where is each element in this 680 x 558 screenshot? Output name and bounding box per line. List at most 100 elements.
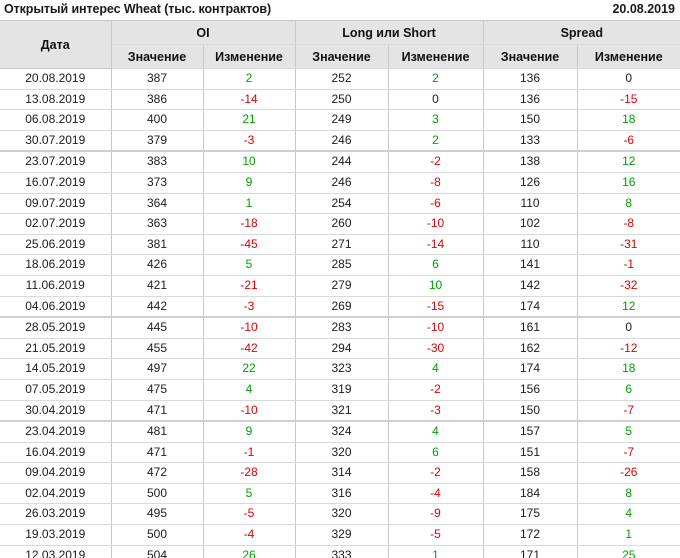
table-row[interactable]: 04.06.2019 442 -3 269 -15 174 12 (0, 296, 680, 319)
cell-oi-change: -3 (203, 130, 296, 153)
table-row[interactable]: 21.05.2019 455 -42 294 -30 162 -12 (0, 338, 680, 360)
table-row[interactable]: 14.05.2019 497 22 323 4 174 18 (0, 358, 680, 380)
column-header-oi-change[interactable]: Изменение (203, 44, 296, 69)
table-row[interactable]: 16.04.2019 471 -1 320 6 151 -7 (0, 442, 680, 464)
report-date: 20.08.2019 (612, 2, 675, 16)
cell-spread-value: 184 (483, 483, 578, 505)
cell-oi-value: 442 (111, 296, 204, 319)
cell-oi-change: -10 (203, 317, 296, 339)
cell-spread-change: 8 (577, 483, 680, 505)
cell-spread-change: 4 (577, 503, 680, 526)
cell-oi-change: -1 (203, 442, 296, 464)
cell-ls-change: 3 (388, 109, 484, 131)
cell-ls-change: -15 (388, 296, 484, 319)
cell-spread-value: 110 (483, 193, 578, 215)
column-header-spread-change[interactable]: Изменение (577, 44, 680, 69)
column-group-oi[interactable]: OI (111, 20, 296, 45)
cell-ls-change: -2 (388, 151, 484, 173)
cell-spread-value: 158 (483, 462, 578, 484)
cell-spread-change: 0 (577, 68, 680, 90)
table-row[interactable]: 02.07.2019 363 -18 260 -10 102 -8 (0, 213, 680, 235)
cell-spread-change: 25 (577, 545, 680, 558)
table-row[interactable]: 20.08.2019 387 2 252 2 136 0 (0, 68, 680, 90)
table-row[interactable]: 28.05.2019 445 -10 283 -10 161 0 (0, 317, 680, 339)
cell-oi-value: 504 (111, 545, 204, 558)
column-header-date[interactable]: Дата (0, 20, 112, 69)
table-row[interactable]: 25.06.2019 381 -45 271 -14 110 -31 (0, 234, 680, 256)
cell-ls-change: -4 (388, 483, 484, 505)
cell-oi-value: 445 (111, 317, 204, 339)
column-header-ls-value[interactable]: Значение (295, 44, 389, 69)
cell-spread-value: 141 (483, 254, 578, 276)
cell-ls-value: 316 (295, 483, 389, 505)
cell-date: 16.07.2019 (0, 172, 112, 194)
cell-date: 30.04.2019 (0, 400, 112, 423)
cell-oi-value: 471 (111, 400, 204, 423)
cell-oi-change: 22 (203, 358, 296, 380)
table-row[interactable]: 07.05.2019 475 4 319 -2 156 6 (0, 379, 680, 401)
cell-ls-change: 4 (388, 358, 484, 380)
column-group-spread[interactable]: Spread (483, 20, 680, 45)
table-row[interactable]: 23.04.2019 481 9 324 4 157 5 (0, 421, 680, 443)
table-row[interactable]: 30.04.2019 471 -10 321 -3 150 -7 (0, 400, 680, 423)
table-row[interactable]: 13.08.2019 386 -14 250 0 136 -15 (0, 89, 680, 111)
column-header-ls-change[interactable]: Изменение (388, 44, 484, 69)
cell-ls-change: -6 (388, 193, 484, 215)
column-header-spread-value[interactable]: Значение (483, 44, 578, 69)
table-row[interactable]: 16.07.2019 373 9 246 -8 126 16 (0, 172, 680, 194)
cell-spread-change: 1 (577, 524, 680, 546)
table-row[interactable]: 09.07.2019 364 1 254 -6 110 8 (0, 193, 680, 215)
column-group-long-or-short[interactable]: Long или Short (295, 20, 484, 45)
cell-date: 02.04.2019 (0, 483, 112, 505)
table-row[interactable]: 19.03.2019 500 -4 329 -5 172 1 (0, 524, 680, 546)
page-title: Открытый интерес Wheat (тыс. контрактов) (4, 2, 272, 16)
cell-spread-change: 18 (577, 109, 680, 131)
cell-date: 30.07.2019 (0, 130, 112, 153)
cell-date: 04.06.2019 (0, 296, 112, 319)
cell-spread-change: 12 (577, 296, 680, 319)
cell-oi-value: 381 (111, 234, 204, 256)
cell-oi-value: 471 (111, 442, 204, 464)
table-row[interactable]: 02.04.2019 500 5 316 -4 184 8 (0, 483, 680, 505)
cell-date: 06.08.2019 (0, 109, 112, 131)
cell-ls-value: 269 (295, 296, 389, 319)
column-header-oi-value[interactable]: Значение (111, 44, 204, 69)
cell-ls-value: 285 (295, 254, 389, 276)
cell-oi-value: 426 (111, 254, 204, 276)
cell-spread-value: 151 (483, 442, 578, 464)
table-row[interactable]: 18.06.2019 426 5 285 6 141 -1 (0, 254, 680, 276)
cell-spread-change: -7 (577, 442, 680, 464)
cell-oi-value: 386 (111, 89, 204, 111)
cell-ls-value: 283 (295, 317, 389, 339)
cell-oi-value: 364 (111, 193, 204, 215)
table-row[interactable]: 12.03.2019 504 26 333 1 171 25 (0, 545, 680, 558)
cell-spread-value: 136 (483, 89, 578, 111)
table-row[interactable]: 06.08.2019 400 21 249 3 150 18 (0, 109, 680, 131)
table-row[interactable]: 23.07.2019 383 10 244 -2 138 12 (0, 151, 680, 173)
cell-date: 11.06.2019 (0, 275, 112, 297)
table-row[interactable]: 26.03.2019 495 -5 320 -9 175 4 (0, 503, 680, 526)
cell-oi-value: 373 (111, 172, 204, 194)
cell-ls-value: 320 (295, 503, 389, 526)
cell-ls-change: -9 (388, 503, 484, 526)
cell-spread-value: 172 (483, 524, 578, 546)
cell-ls-change: -14 (388, 234, 484, 256)
cell-oi-change: -4 (203, 524, 296, 546)
cell-oi-change: -28 (203, 462, 296, 484)
table-row[interactable]: 11.06.2019 421 -21 279 10 142 -32 (0, 275, 680, 297)
cell-oi-value: 472 (111, 462, 204, 484)
cell-spread-value: 174 (483, 358, 578, 380)
cell-ls-value: 329 (295, 524, 389, 546)
table-row[interactable]: 30.07.2019 379 -3 246 2 133 -6 (0, 130, 680, 153)
cell-spread-value: 150 (483, 400, 578, 423)
cell-date: 19.03.2019 (0, 524, 112, 546)
cell-oi-change: 5 (203, 254, 296, 276)
table-row[interactable]: 09.04.2019 472 -28 314 -2 158 -26 (0, 462, 680, 484)
cell-date: 12.03.2019 (0, 545, 112, 558)
cell-oi-value: 455 (111, 338, 204, 360)
cell-oi-value: 481 (111, 421, 204, 443)
cell-spread-change: -7 (577, 400, 680, 423)
cell-spread-value: 161 (483, 317, 578, 339)
cell-spread-change: 6 (577, 379, 680, 401)
cell-oi-change: -14 (203, 89, 296, 111)
